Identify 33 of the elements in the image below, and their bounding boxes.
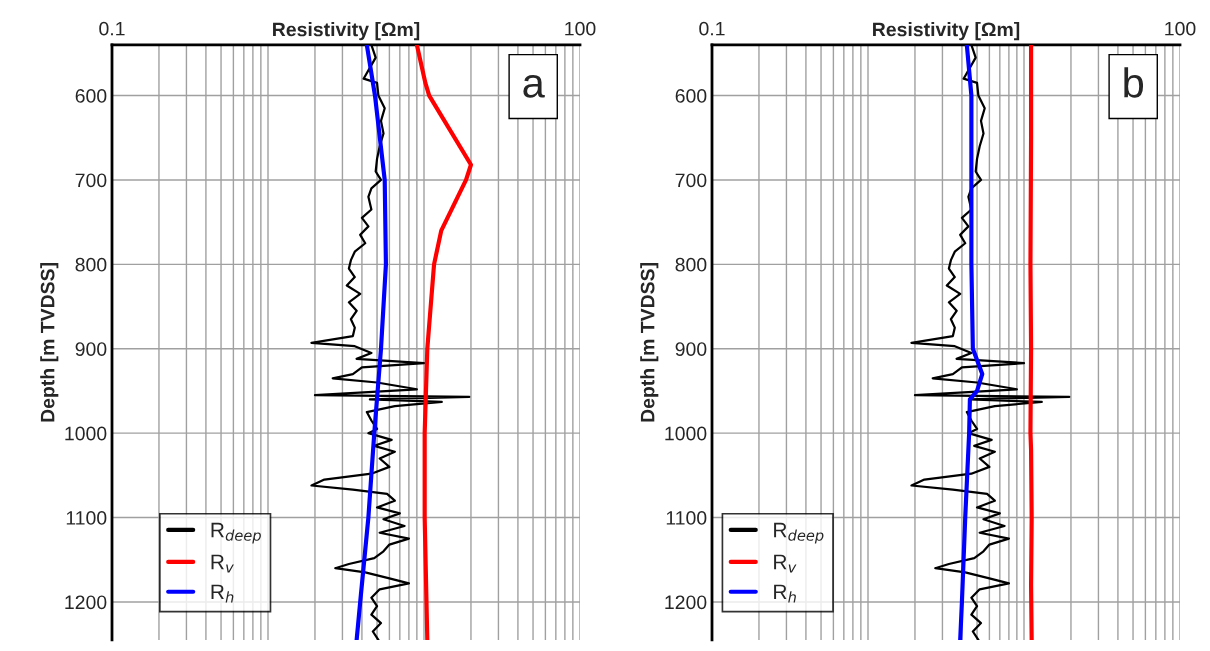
legend-label: R$_{deep}$ bbox=[211, 522, 261, 544]
y-tick-label: 1200 bbox=[65, 595, 107, 610]
legend-label: R$_{v}$ bbox=[774, 554, 797, 573]
x-tick-label: 0.1 bbox=[99, 21, 125, 36]
annotation: b bbox=[1124, 67, 1144, 98]
y-tick-label: 1000 bbox=[65, 426, 107, 441]
x-tick-label: 0.1 bbox=[699, 21, 725, 36]
line-series bbox=[958, 44, 985, 640]
annotation: a bbox=[523, 74, 545, 98]
y-tick-label: 700 bbox=[675, 173, 707, 188]
y-tick-label: 1200 bbox=[665, 595, 707, 610]
y-tick-label: 600 bbox=[75, 89, 107, 103]
y-tick-label: 600 bbox=[675, 89, 707, 103]
y-tick-label: 900 bbox=[675, 342, 707, 356]
y-axis-title: Depth [m TVDSS] bbox=[40, 263, 59, 422]
y-tick-label: 800 bbox=[675, 257, 707, 272]
legend-label: R$_{v}$ bbox=[211, 554, 234, 573]
legend-label: R$_{h}$ bbox=[211, 584, 234, 603]
legend-label: R$_{deep}$ bbox=[774, 522, 824, 544]
x-axis-title: Resistivity [Ωm] bbox=[873, 22, 1020, 41]
y-tick-label: 700 bbox=[75, 173, 107, 188]
y-tick-label: 900 bbox=[75, 342, 107, 356]
x-tick-label: 100 bbox=[565, 21, 596, 36]
x-tick-label: 100 bbox=[1165, 21, 1196, 36]
line-series bbox=[354, 44, 389, 640]
y-tick-label: 800 bbox=[75, 257, 107, 272]
legend-label: R$_{h}$ bbox=[774, 584, 796, 603]
y-tick-label: 1100 bbox=[66, 511, 107, 525]
y-tick-label: 1100 bbox=[666, 511, 707, 525]
line-series bbox=[1028, 44, 1034, 640]
y-axis-title: Depth [m TVDSS] bbox=[640, 263, 659, 422]
x-axis-title: Resistivity [Ωm] bbox=[273, 22, 420, 41]
y-tick-label: 1000 bbox=[665, 426, 707, 441]
